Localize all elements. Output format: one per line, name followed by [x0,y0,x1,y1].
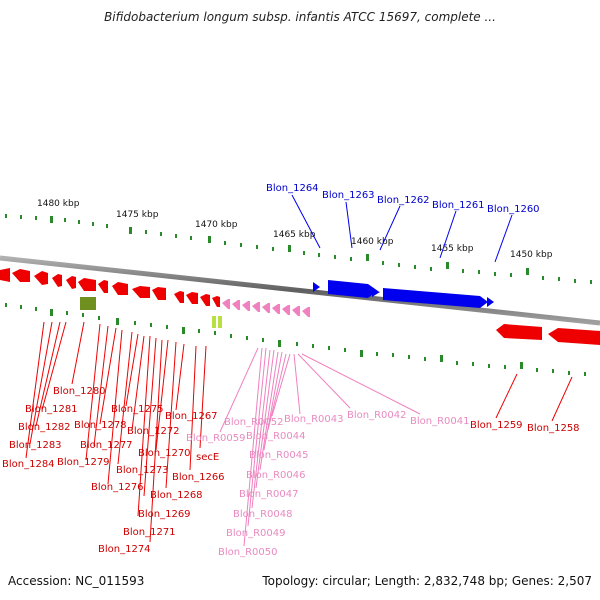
gene-arrow[interactable] [34,271,48,285]
rna-arrow[interactable] [292,306,300,316]
rna-arrow[interactable] [272,304,280,314]
gene-arrow[interactable] [186,292,198,304]
gene-arrow[interactable] [152,287,166,300]
rna-arrow[interactable] [302,307,310,317]
rna-arrow[interactable] [232,300,240,310]
rna-genes [222,299,310,317]
gene-label[interactable]: secE [196,452,219,463]
minus-gene-labels-left: Blon_1280 Blon_1281 Blon_1282 Blon_1283 … [2,386,225,555]
gene-arrow[interactable] [200,294,210,306]
gene-arrow[interactable] [66,276,76,289]
rna-arrow[interactable] [242,301,250,311]
gene-arrow-blon-1264[interactable] [313,282,320,292]
gene-label[interactable]: Blon_1264 [266,183,319,194]
plus-strand-genes [313,280,494,308]
gene-arrow-olive[interactable] [78,278,96,291]
scale-label: 1480 kbp [37,199,80,209]
gene-arrow[interactable] [52,274,62,287]
scale-labels: 1480 kbp 1475 kbp 1470 kbp 1465 kbp 1460… [37,199,553,260]
gene-label[interactable]: Blon_1277 [80,440,133,451]
gene-label[interactable]: Blon_1280 [53,386,106,397]
gene-label[interactable]: Blon_1266 [172,472,225,483]
gene-label[interactable]: Blon_1283 [9,440,62,451]
gene-label[interactable]: Blon_1260 [487,204,540,215]
gene-arrow[interactable] [212,296,220,307]
gene-arrow[interactable] [112,282,128,295]
map-title: Bifidobacterium longum subsp. infantis A… [104,10,496,24]
gene-label[interactable]: Blon_1279 [57,457,110,468]
gene-label[interactable]: Blon_1262 [377,195,430,206]
gene-arrow[interactable] [0,268,10,282]
minus-strand-genes-right [496,324,600,345]
gene-label[interactable]: Blon_1281 [25,404,78,415]
genome-backbone [0,255,600,326]
plus-gene-labels: Blon_1264 Blon_1263 Blon_1262 Blon_1261 … [266,183,540,215]
gene-arrow[interactable] [12,269,30,282]
lime-feature[interactable] [218,316,222,328]
rna-gene-labels: Blon_R0052 Blon_R0043 Blon_R0042 Blon_R0… [186,410,470,558]
gene-label[interactable]: Blon_1282 [18,422,71,433]
gene-label[interactable]: Blon_1272 [127,426,180,437]
rna-arrow[interactable] [282,305,290,315]
scale-label: 1460 kbp [351,237,394,247]
gene-label[interactable]: Blon_1270 [138,448,191,459]
gene-arrow[interactable] [132,286,150,298]
callout-lines-rna [219,347,421,547]
gene-label[interactable]: Blon_1273 [116,465,169,476]
scale-label: 1475 kbp [116,210,159,220]
gene-arrow[interactable] [174,291,184,303]
scale-label: 1470 kbp [195,220,238,230]
gene-arrow-blon-1263[interactable] [328,280,378,298]
rna-label[interactable]: Blon_R0048 [233,509,293,520]
gene-arrow-blon-1262-small[interactable] [372,289,380,297]
rna-label[interactable]: Blon_R0052 [224,417,284,428]
gene-arrow-blon-1260[interactable] [487,297,494,307]
rna-arrow[interactable] [262,303,270,313]
gene-label[interactable]: Blon_1278 [74,420,127,431]
rna-label[interactable]: Blon_R0041 [410,416,470,427]
gene-label[interactable]: Blon_1259 [470,420,523,431]
gene-label[interactable]: Blon_1274 [98,544,151,555]
gene-label[interactable]: Blon_1275 [111,404,164,415]
accession-text: Accession: NC_011593 [8,574,145,588]
topology-text: Topology: circular; Length: 2,832,748 bp… [262,574,592,588]
gene-label[interactable]: Blon_1271 [123,527,176,538]
minus-strand-genes-left [0,268,220,307]
gene-label[interactable]: Blon_1276 [91,482,144,493]
rna-label[interactable]: Blon_R0043 [284,414,344,425]
gene-label[interactable]: Blon_1267 [165,411,218,422]
gene-label[interactable]: Blon_1269 [138,509,191,520]
gene-arrow[interactable] [98,280,108,293]
gene-label[interactable]: Blon_1284 [2,459,55,470]
scale-ticks-upper [5,214,592,284]
rna-label[interactable]: Blon_R0059 [186,433,246,444]
gene-arrow-blon-1261[interactable] [383,288,488,308]
gene-label[interactable]: Blon_1263 [322,190,375,201]
scale-label: 1450 kbp [510,250,553,260]
rna-label[interactable]: Blon_R0049 [226,528,286,539]
callout-lines-minus [25,321,573,543]
rna-arrow[interactable] [252,302,260,312]
minus-gene-labels-right: Blon_1259 Blon_1258 [470,420,580,434]
rna-arrow[interactable] [222,299,230,309]
gene-label[interactable]: Blon_1268 [150,490,203,501]
callout-lines-plus [291,194,513,263]
olive-feature[interactable] [80,297,96,310]
gene-arrow-blon-1259[interactable] [496,324,542,340]
rna-label[interactable]: Blon_R0046 [246,470,306,481]
scale-label: 1455 kbp [431,244,474,254]
scale-label: 1465 kbp [273,230,316,240]
rna-label[interactable]: Blon_R0042 [347,410,407,421]
gene-label[interactable]: Blon_1258 [527,423,580,434]
lime-feature[interactable] [212,316,216,328]
gene-arrow-blon-1258[interactable] [548,328,600,345]
rna-label[interactable]: Blon_R0045 [249,450,309,461]
gene-label[interactable]: Blon_1261 [432,200,485,211]
rna-label[interactable]: Blon_R0044 [246,431,306,442]
rna-label[interactable]: Blon_R0047 [239,489,299,500]
rna-label[interactable]: Blon_R0050 [218,547,278,558]
scale-ticks-lower [5,303,586,376]
